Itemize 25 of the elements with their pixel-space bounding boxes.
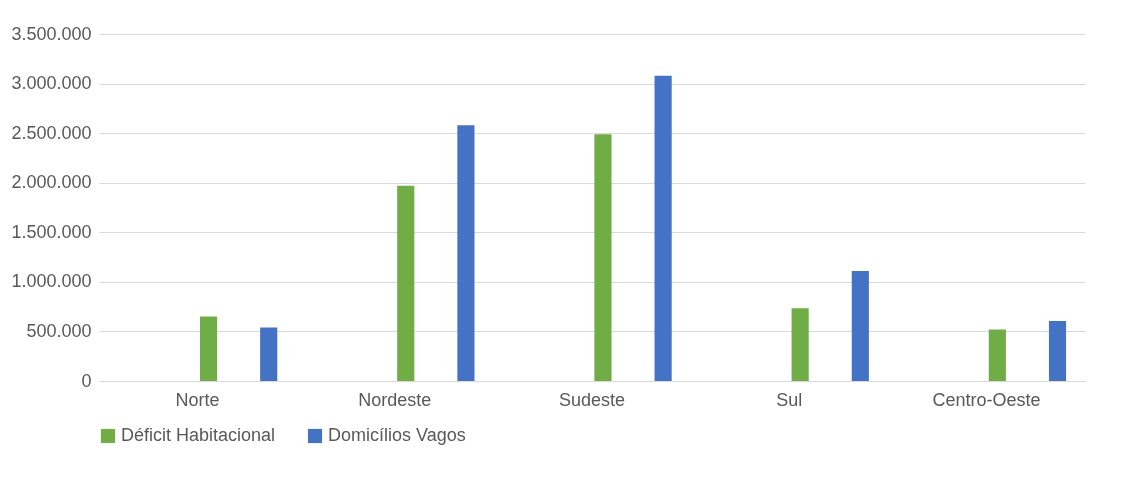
- bar: [1048, 321, 1067, 381]
- x-tick-label: Norte: [175, 389, 220, 410]
- bar: [851, 270, 869, 381]
- bar: [791, 308, 809, 381]
- bar: [594, 134, 612, 381]
- y-tick-label: 2.500.000: [11, 122, 92, 143]
- bar: [457, 125, 475, 381]
- x-tick-label: Nordeste: [358, 389, 432, 410]
- bar: [988, 329, 1006, 381]
- x-tick-label: Sul: [776, 389, 803, 410]
- y-tick-label: 2.000.000: [11, 172, 92, 193]
- bar: [654, 75, 672, 381]
- bar: [260, 327, 278, 381]
- y-tick-label: 3.000.000: [11, 73, 92, 94]
- x-tick-label: Sudeste: [558, 389, 626, 410]
- y-tick-label: 1.000.000: [11, 271, 92, 292]
- bar: [397, 185, 415, 381]
- bar: [199, 316, 218, 381]
- y-tick-label: 3.500.000: [11, 23, 92, 44]
- y-tick-label: 500.000: [26, 320, 92, 341]
- y-tick-label: 0: [81, 370, 92, 391]
- y-tick-label: 1.500.000: [11, 221, 92, 242]
- x-tick-label: Centro-Oeste: [932, 389, 1041, 410]
- legend-label: Domicílios Vagos: [328, 425, 466, 445]
- legend-label: Déficit Habitacional: [121, 425, 276, 445]
